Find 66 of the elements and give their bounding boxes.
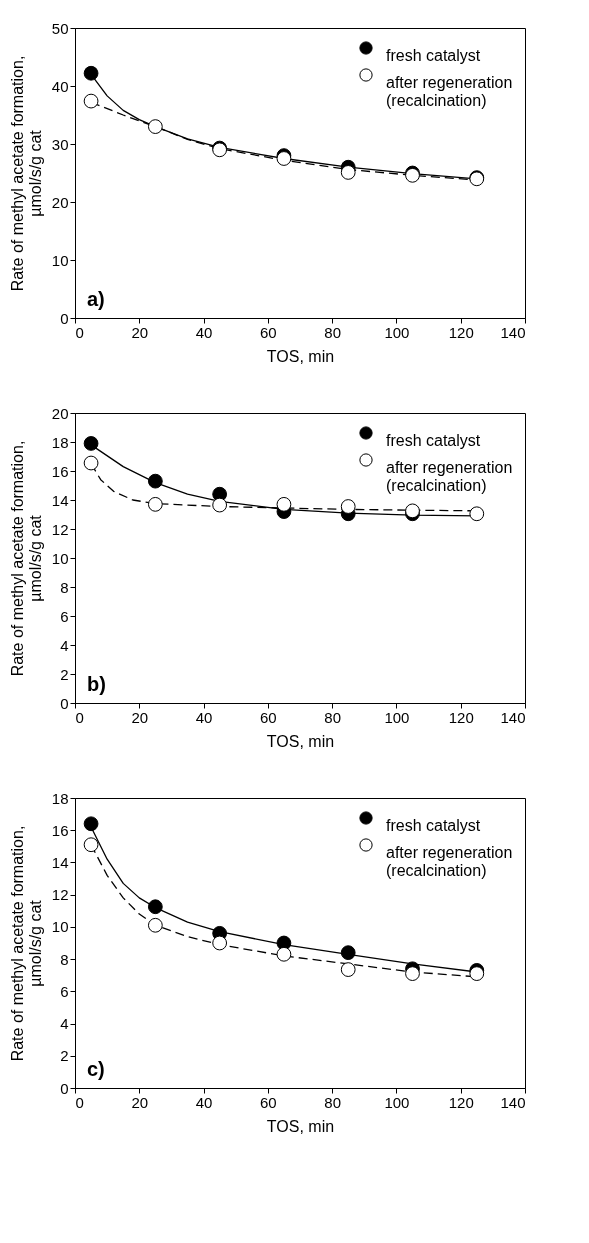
x-tick-label: 80 bbox=[324, 1093, 341, 1111]
legend-label: after regeneration (recalcination) bbox=[386, 459, 513, 494]
y-tick-label: 12 bbox=[51, 886, 69, 904]
annotation: a) bbox=[87, 288, 105, 310]
y-tick-label: 16 bbox=[51, 462, 69, 480]
annotation: b) bbox=[87, 673, 106, 695]
x-tick-label: 20 bbox=[131, 323, 149, 341]
x-tick-label: 120 bbox=[448, 1093, 474, 1111]
x-tick-label: 60 bbox=[260, 323, 277, 341]
x-tick-label: 120 bbox=[448, 323, 474, 341]
y-tick-label: 10 bbox=[51, 251, 69, 269]
y-tick-label: 10 bbox=[51, 918, 69, 936]
x-tick-label: 80 bbox=[324, 708, 341, 726]
x-tick-label: 20 bbox=[131, 708, 149, 726]
y-tick-label: 6 bbox=[60, 982, 69, 1000]
x-axis-title: TOS, min bbox=[266, 732, 335, 750]
y-tick-label: 40 bbox=[51, 77, 69, 95]
y-tick-label: 10 bbox=[51, 549, 69, 567]
x-tick-label: 100 bbox=[384, 323, 410, 341]
y-tick-label: 30 bbox=[51, 135, 69, 153]
y-tick-label: 6 bbox=[60, 607, 69, 625]
y-tick-label: 8 bbox=[60, 950, 69, 968]
y-tick-label: 14 bbox=[51, 853, 69, 871]
x-axis-title: TOS, min bbox=[266, 347, 335, 365]
y-axis-title: Rate of methyl acetate formation, µmol/s/g cat bbox=[8, 440, 44, 677]
y-tick-label: 12 bbox=[51, 520, 69, 538]
x-tick-label: 40 bbox=[195, 323, 213, 341]
legend-label: fresh catalyst bbox=[386, 47, 481, 64]
x-tick-label: 100 bbox=[384, 708, 410, 726]
legend-label: after regeneration (recalcination) bbox=[386, 74, 513, 109]
y-tick-label: 20 bbox=[51, 404, 69, 422]
legend-label: after regeneration (recalcination) bbox=[386, 844, 513, 879]
y-tick-label: 20 bbox=[51, 193, 69, 211]
y-tick-label: 2 bbox=[60, 665, 69, 683]
y-tick-label: 0 bbox=[60, 1079, 69, 1097]
x-tick-label: 140 bbox=[500, 708, 526, 726]
x-axis-title: TOS, min bbox=[266, 1117, 335, 1135]
y-tick-label: 16 bbox=[51, 821, 69, 839]
y-tick-label: 14 bbox=[51, 491, 69, 509]
y-tick-label: 18 bbox=[51, 789, 69, 807]
y-axis-title: Rate of methyl acetate formation, µmol/s/g cat bbox=[8, 55, 44, 292]
y-tick-label: 2 bbox=[60, 1047, 69, 1065]
y-tick-label: 18 bbox=[51, 433, 69, 451]
x-tick-label: 0 bbox=[75, 708, 84, 726]
x-tick-label: 60 bbox=[260, 1093, 277, 1111]
y-tick-label: 4 bbox=[60, 636, 69, 654]
y-tick-label: 8 bbox=[60, 578, 69, 596]
y-axis-title: Rate of methyl acetate formation, µmol/s/g cat bbox=[8, 825, 44, 1062]
x-tick-label: 40 bbox=[195, 708, 213, 726]
y-tick-label: 4 bbox=[60, 1015, 69, 1033]
x-tick-label: 120 bbox=[448, 708, 474, 726]
x-tick-label: 140 bbox=[500, 1093, 526, 1111]
legend-label: fresh catalyst bbox=[386, 817, 481, 834]
x-tick-label: 40 bbox=[195, 1093, 213, 1111]
y-tick-label: 0 bbox=[60, 309, 69, 327]
y-tick-label: 0 bbox=[60, 694, 69, 712]
legend-label: fresh catalyst bbox=[386, 432, 481, 449]
x-tick-label: 140 bbox=[500, 323, 526, 341]
x-tick-label: 80 bbox=[324, 323, 341, 341]
x-tick-label: 0 bbox=[75, 323, 84, 341]
annotation: c) bbox=[87, 1058, 105, 1080]
x-tick-label: 60 bbox=[260, 708, 277, 726]
x-tick-label: 0 bbox=[75, 1093, 84, 1111]
y-tick-label: 50 bbox=[51, 19, 69, 37]
x-tick-label: 100 bbox=[384, 1093, 410, 1111]
x-tick-label: 20 bbox=[131, 1093, 149, 1111]
